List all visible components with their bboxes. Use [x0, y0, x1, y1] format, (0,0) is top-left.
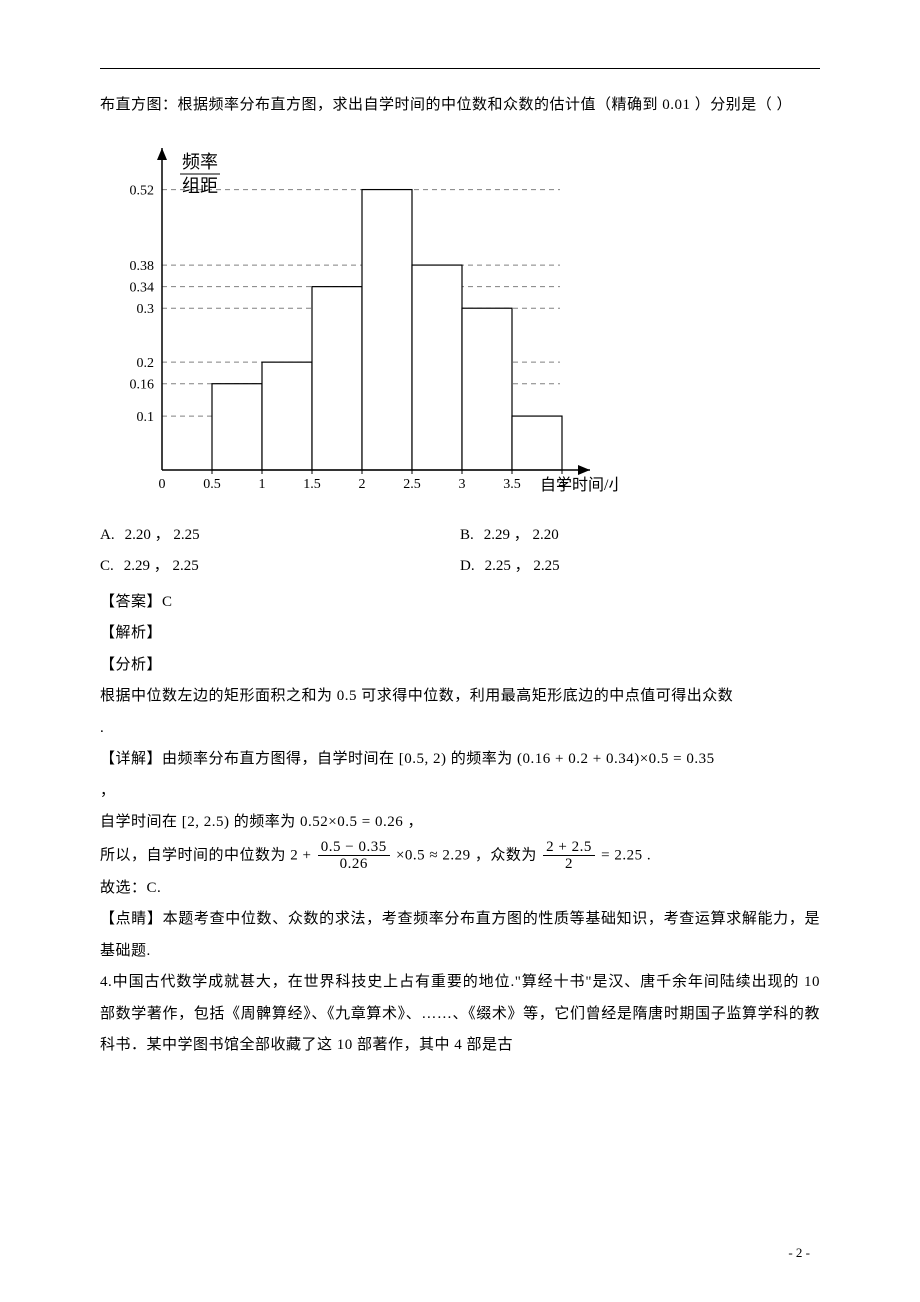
median-fraction: 0.5 − 0.35 0.26 [318, 839, 390, 873]
svg-text:2.5: 2.5 [403, 477, 421, 492]
page-number: - 2 - [788, 1239, 810, 1266]
mode-result: = 2.25 [601, 847, 642, 863]
option-a-value: 2.20 ， 2.25 [125, 520, 200, 552]
histogram-svg: 00.511.522.533.540.10.160.20.30.340.380.… [100, 130, 620, 510]
svg-text:组距: 组距 [182, 176, 218, 196]
svg-text:1.5: 1.5 [303, 477, 321, 492]
option-b: B. 2.29 ， 2.20 [460, 520, 820, 552]
svg-text:0.2: 0.2 [137, 356, 155, 371]
mode-fraction: 2 + 2.5 2 [543, 839, 595, 873]
page: 布直方图：根据频率分布直方图，求出自学时间的中位数和众数的估计值（精确到 0.0… [0, 0, 920, 1302]
answer-line: 【答案】C [100, 587, 820, 619]
analysis-num: 0.5 [337, 688, 357, 704]
svg-text:1: 1 [259, 477, 266, 492]
dianjing-line: 【点睛】本题考查中位数、众数的求法，考查频率分布直方图的性质等基础知识，考查运算… [100, 904, 820, 967]
option-b-value: 2.29 ， 2.20 [484, 520, 559, 552]
detail-3a: 所以，自学时间的中位数为 [100, 847, 286, 863]
guxuan-line: 故选：C. [100, 873, 820, 905]
analysis-text-2: 可求得中位数，利用最高矩形底边的中点值可得出众数 [361, 688, 733, 704]
option-c-label: C. [100, 551, 114, 583]
detail-expr-2: 0.52×0.5 = 0.26 [300, 814, 403, 830]
svg-text:0.5: 0.5 [203, 477, 221, 492]
intro-text-1: 布直方图：根据频率分布直方图，求出自学时间的中位数和众数的估计值（精确到 [100, 97, 658, 113]
histogram-chart: 00.511.522.533.540.10.160.20.30.340.380.… [100, 130, 820, 510]
detail-line-2: 自学时间在 [2, 2.5) 的频率为 0.52×0.5 = 0.26 ， [100, 807, 820, 839]
mode-frac-num: 2 + 2.5 [543, 839, 595, 857]
option-b-label: B. [460, 520, 474, 552]
svg-text:0.38: 0.38 [130, 259, 155, 274]
fenxi-line: 【分析】 [100, 650, 820, 682]
option-d-label: D. [460, 551, 475, 583]
option-d-value: 2.25 ， 2.25 [485, 551, 560, 583]
analysis-period: . [100, 713, 820, 745]
svg-text:频率: 频率 [182, 152, 218, 172]
svg-text:2: 2 [359, 477, 366, 492]
svg-text:0.16: 0.16 [130, 377, 155, 392]
q4-paragraph: 4.中国古代数学成就甚大，在世界科技史上占有重要的地位."算经十书"是汉、唐千余… [100, 967, 820, 1062]
options-block: A. 2.20 ， 2.25 B. 2.29 ， 2.20 C. 2.29 ， … [100, 520, 820, 583]
option-d: D. 2.25 ， 2.25 [460, 551, 820, 583]
option-a-label: A. [100, 520, 115, 552]
detail-2c: ， [407, 814, 423, 830]
detail-mid-1: 的频率为 [451, 751, 513, 767]
svg-text:0: 0 [159, 477, 166, 492]
detail-head: 【详解】由频率分布直方图得，自学时间在 [100, 751, 395, 767]
option-a: A. 2.20 ， 2.25 [100, 520, 460, 552]
detail-3b: ，众数为 [475, 847, 537, 863]
mode-frac-den: 2 [543, 856, 595, 873]
svg-text:0.3: 0.3 [137, 302, 155, 317]
median-frac-num: 0.5 − 0.35 [318, 839, 390, 857]
answer-head: 【答案】 [100, 594, 162, 610]
option-c: C. 2.29 ， 2.25 [100, 551, 460, 583]
median-result: ×0.5 ≈ 2.29 [396, 847, 471, 863]
detail-interval-2: [2, 2.5) [182, 814, 230, 830]
svg-text:0.52: 0.52 [130, 183, 155, 198]
svg-text:自学时间/小时: 自学时间/小时 [540, 476, 620, 494]
detail-comma: ， [100, 776, 820, 808]
header-rule [100, 68, 820, 69]
detail-2a: 自学时间在 [100, 814, 178, 830]
detail-interval-1: [0.5, 2) [399, 751, 447, 767]
svg-text:3: 3 [459, 477, 466, 492]
svg-text:0.34: 0.34 [130, 280, 155, 295]
svg-text:0.1: 0.1 [137, 410, 155, 425]
detail-expr-1: (0.16 + 0.2 + 0.34)×0.5 = 0.35 [517, 751, 715, 767]
intro-text-2: ）分别是（ ） [695, 97, 792, 113]
option-c-value: 2.29 ， 2.25 [124, 551, 199, 583]
median-frac-den: 0.26 [318, 856, 390, 873]
intro-paragraph: 布直方图：根据频率分布直方图，求出自学时间的中位数和众数的估计值（精确到 0.0… [100, 90, 820, 122]
median-prefix: 2 + [290, 847, 315, 863]
detail-line-1: 【详解】由频率分布直方图得，自学时间在 [0.5, 2) 的频率为 (0.16 … [100, 744, 820, 776]
detail-line-3: 所以，自学时间的中位数为 2 + 0.5 − 0.35 0.26 ×0.5 ≈ … [100, 839, 820, 873]
answer-value: C [162, 594, 173, 610]
analysis-text-1: 根据中位数左边的矩形面积之和为 [100, 688, 333, 704]
detail-2b: 的频率为 [234, 814, 296, 830]
analysis-paragraph: 根据中位数左边的矩形面积之和为 0.5 可求得中位数，利用最高矩形底边的中点值可… [100, 681, 820, 713]
precision-value: 0.01 [662, 97, 690, 113]
detail-3-tail: . [647, 847, 651, 863]
svg-text:3.5: 3.5 [503, 477, 521, 492]
jiexi-line: 【解析】 [100, 618, 820, 650]
